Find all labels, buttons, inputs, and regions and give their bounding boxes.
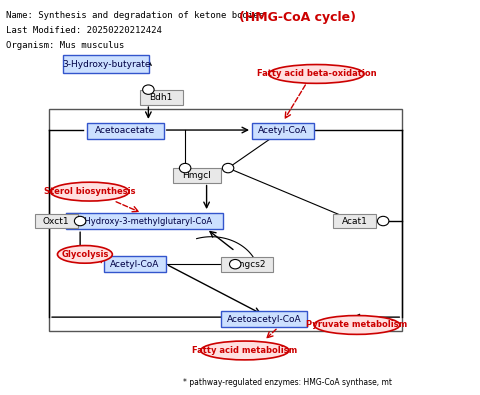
Text: (HMG-CoA cycle): (HMG-CoA cycle)	[239, 11, 356, 24]
Text: Organism: Mus musculus: Organism: Mus musculus	[6, 41, 124, 50]
Text: Pyruvate metabolism: Pyruvate metabolism	[306, 320, 408, 329]
Text: Hmgcs2: Hmgcs2	[229, 260, 265, 269]
FancyBboxPatch shape	[333, 214, 376, 228]
Text: * pathway-regulated enzymes: HMG-CoA synthase, mt: * pathway-regulated enzymes: HMG-CoA syn…	[183, 378, 392, 387]
Text: Acetoacetate: Acetoacetate	[96, 126, 156, 135]
Text: Bdh1: Bdh1	[150, 93, 173, 102]
Bar	[49, 109, 402, 331]
Circle shape	[222, 164, 234, 173]
Text: Fatty acid beta-oxidation: Fatty acid beta-oxidation	[256, 70, 376, 79]
Text: Last Modified: 20250220212424: Last Modified: 20250220212424	[6, 26, 162, 35]
Text: Acetyl-CoA: Acetyl-CoA	[110, 260, 160, 269]
Text: Fatty acid metabolism: Fatty acid metabolism	[192, 346, 298, 355]
Circle shape	[180, 164, 191, 173]
Text: 3-Hydroxy-butyrate: 3-Hydroxy-butyrate	[62, 60, 151, 69]
Text: 3-Hydroxy-3-methylglutaryl-CoA: 3-Hydroxy-3-methylglutaryl-CoA	[76, 216, 213, 226]
Text: Name: Synthesis and degradation of ketone bodies: Name: Synthesis and degradation of keton…	[6, 11, 264, 20]
Ellipse shape	[50, 182, 129, 201]
Circle shape	[229, 260, 241, 269]
FancyBboxPatch shape	[252, 122, 314, 139]
FancyBboxPatch shape	[66, 213, 223, 229]
Ellipse shape	[314, 316, 400, 335]
Ellipse shape	[58, 246, 112, 263]
FancyBboxPatch shape	[87, 122, 164, 139]
Text: Acat1: Acat1	[342, 216, 368, 226]
Circle shape	[74, 216, 86, 226]
FancyBboxPatch shape	[63, 55, 149, 73]
Text: Acetyl-CoA: Acetyl-CoA	[258, 126, 308, 135]
Circle shape	[143, 85, 154, 94]
Circle shape	[377, 216, 389, 226]
Text: Hmgcl: Hmgcl	[182, 171, 212, 181]
Ellipse shape	[201, 341, 289, 360]
Text: Oxct1: Oxct1	[43, 216, 70, 226]
FancyBboxPatch shape	[35, 214, 78, 228]
FancyBboxPatch shape	[221, 311, 307, 327]
Text: Glycolysis: Glycolysis	[61, 250, 108, 259]
FancyBboxPatch shape	[104, 256, 166, 273]
FancyBboxPatch shape	[140, 90, 183, 105]
Ellipse shape	[269, 64, 364, 83]
Text: Sterol biosynthesis: Sterol biosynthesis	[44, 187, 135, 196]
Text: Acetoacetyl-CoA: Acetoacetyl-CoA	[227, 314, 301, 324]
FancyBboxPatch shape	[173, 169, 221, 183]
FancyBboxPatch shape	[221, 257, 274, 272]
